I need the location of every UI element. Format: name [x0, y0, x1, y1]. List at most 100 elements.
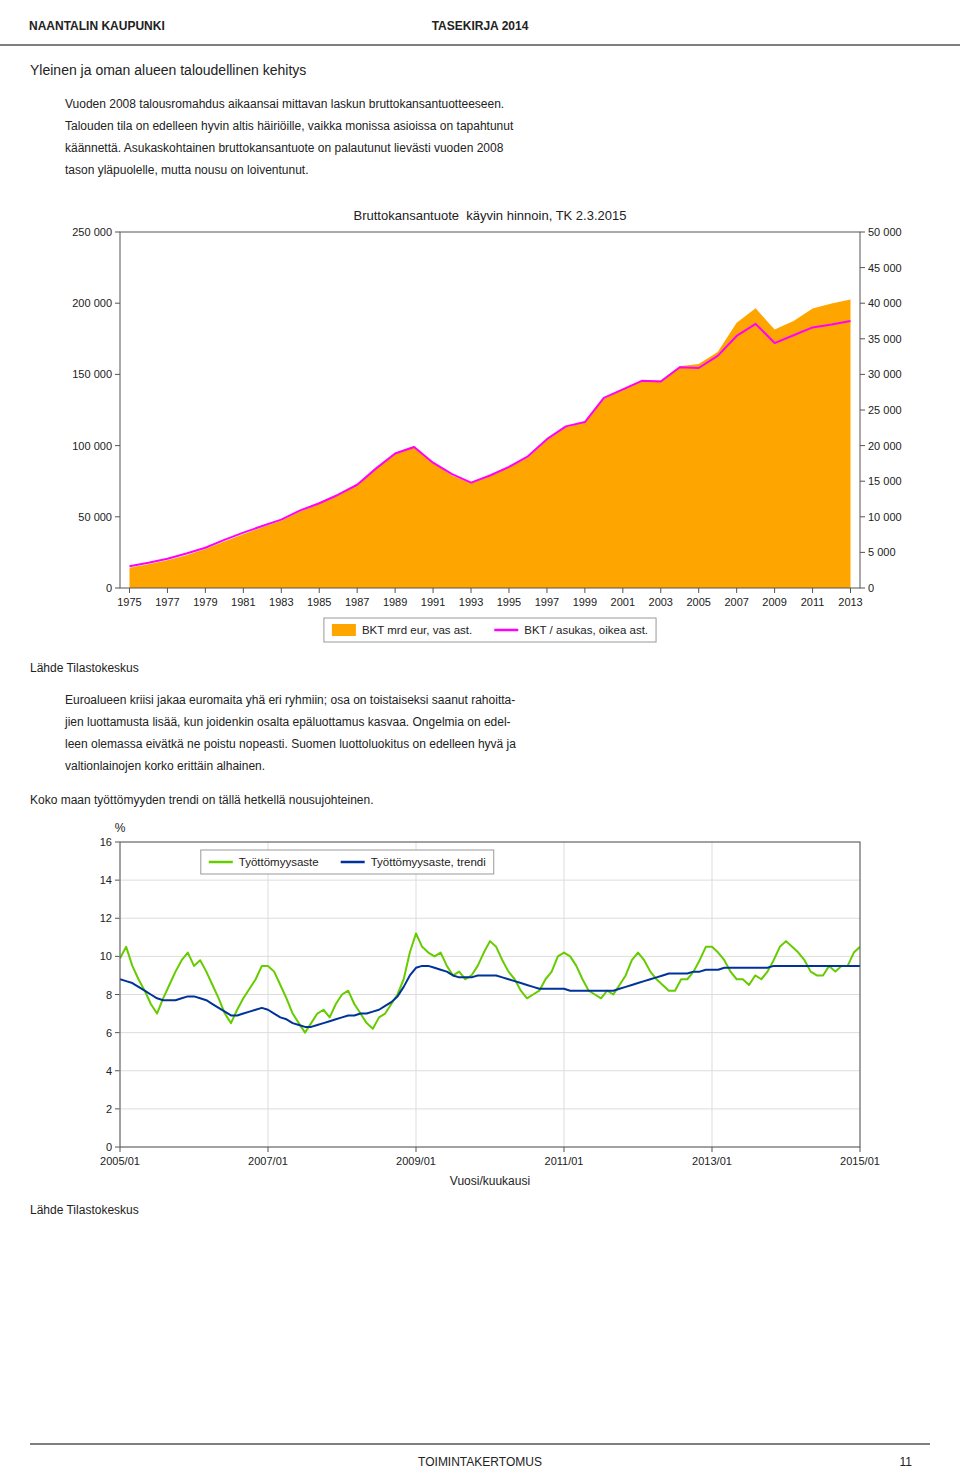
tick-label: 1977	[155, 596, 179, 608]
paragraph: käännettä. Asukaskohtainen bruttokansant…	[65, 141, 504, 155]
tick-label: 2003	[649, 596, 673, 608]
tick-mark	[115, 880, 120, 881]
tick-label: 2009/01	[396, 1155, 436, 1167]
tick-mark	[584, 588, 585, 593]
tick-mark	[115, 1070, 120, 1071]
tick-mark	[712, 1147, 713, 1152]
legend-frame	[324, 618, 656, 642]
paragraph: tason yläpuolelle, mutta nousu on loiven…	[65, 163, 309, 177]
plot-frame	[120, 232, 860, 588]
tick-mark	[115, 303, 120, 304]
tick-mark	[860, 516, 865, 517]
tick-mark	[281, 588, 282, 593]
legend-entry: BKT mrd eur, vas ast.	[362, 624, 472, 636]
chart: 02468101214162005/012007/012009/012011/0…	[100, 821, 880, 1188]
tick-label: 0	[106, 1141, 112, 1153]
grid-line	[120, 994, 860, 995]
tick-mark	[546, 588, 547, 593]
tick-mark	[860, 410, 865, 411]
tick-label: 10 000	[868, 511, 902, 523]
legend-swatch	[341, 861, 365, 864]
grid-line	[120, 1032, 860, 1033]
tick-label: 2007	[724, 596, 748, 608]
plot-frame	[120, 842, 860, 1147]
section-heading: Yleinen ja oman alueen taloudellinen keh…	[30, 62, 306, 78]
tick-mark	[860, 374, 865, 375]
page-header-left: NAANTALIN KAUPUNKI	[29, 19, 165, 33]
grid-line	[564, 842, 565, 1147]
tick-label: 0	[106, 582, 112, 594]
tick-mark	[774, 588, 775, 593]
tick-label: 50 000	[868, 226, 902, 238]
legend-frame	[201, 850, 494, 874]
tick-label: 15 000	[868, 475, 902, 487]
page: NAANTALIN KAUPUNKITASEKIRJA 2014Yleinen …	[0, 0, 960, 1484]
legend-swatch	[209, 861, 233, 864]
tick-mark	[357, 588, 358, 593]
grid-line	[120, 956, 860, 957]
tick-mark	[508, 588, 509, 593]
tick-mark	[115, 1032, 120, 1033]
plot-background	[120, 232, 860, 588]
tick-label: 2007/01	[248, 1155, 288, 1167]
tick-label: 8	[106, 989, 112, 1001]
tick-label: 1981	[231, 596, 255, 608]
tick-mark	[115, 445, 120, 446]
tick-mark	[471, 588, 472, 593]
tick-mark	[416, 1147, 417, 1152]
tick-mark	[115, 516, 120, 517]
grid-line	[416, 842, 417, 1147]
tick-mark	[860, 267, 865, 268]
tick-label: 40 000	[868, 297, 902, 309]
tick-mark	[860, 481, 865, 482]
legend: TyöttömyysasteTyöttömyysaste, trendi	[201, 850, 494, 874]
legend-swatch	[332, 624, 356, 636]
tick-label: 1979	[193, 596, 217, 608]
tick-label: 25 000	[868, 404, 902, 416]
tick-mark	[736, 588, 737, 593]
legend: BKT mrd eur, vas ast.BKT / asukas, oikea…	[324, 618, 656, 642]
tick-mark	[115, 374, 120, 375]
line-series	[120, 934, 860, 1033]
tick-mark	[433, 588, 434, 593]
tick-label: 2001	[611, 596, 635, 608]
tick-label: 16	[100, 836, 112, 848]
tick-label: 2015/01	[840, 1155, 880, 1167]
tick-label: 0	[868, 582, 874, 594]
tick-label: 250 000	[72, 226, 112, 238]
tick-mark	[860, 588, 865, 589]
tick-label: 2009	[762, 596, 786, 608]
tick-mark	[660, 588, 661, 593]
paragraph: valtionlainojen korko erittäin alhainen.	[65, 759, 265, 773]
tick-mark	[115, 918, 120, 919]
tick-mark	[129, 588, 130, 593]
line-series	[129, 321, 850, 566]
tick-label: 20 000	[868, 440, 902, 452]
tick-label: 2011	[801, 596, 825, 608]
tick-label: 5 000	[868, 546, 896, 558]
tick-mark	[319, 588, 320, 593]
tick-label: 150 000	[72, 368, 112, 380]
tick-mark	[243, 588, 244, 593]
plot-background	[120, 842, 860, 1147]
grid-line	[120, 1108, 860, 1109]
tick-label: 2005/01	[100, 1155, 140, 1167]
tick-mark	[850, 588, 851, 593]
tick-label: 4	[106, 1065, 112, 1077]
tick-mark	[115, 1147, 120, 1148]
tick-mark	[115, 994, 120, 995]
footer: TOIMINTAKERTOMUS	[418, 1455, 542, 1469]
paragraph: Talouden tila on edelleen hyvin altis hä…	[65, 119, 514, 133]
tick-mark	[115, 1108, 120, 1109]
tick-label: 1983	[269, 596, 293, 608]
grid-line	[268, 842, 269, 1147]
tick-mark	[860, 1147, 861, 1152]
tick-label: 1991	[421, 596, 445, 608]
legend-entry: Työttömyysaste	[239, 856, 319, 868]
tick-label: 14	[100, 874, 112, 886]
tick-label: 200 000	[72, 297, 112, 309]
tick-mark	[564, 1147, 565, 1152]
tick-label: 1999	[573, 596, 597, 608]
tick-mark	[115, 588, 120, 589]
tick-mark	[812, 588, 813, 593]
